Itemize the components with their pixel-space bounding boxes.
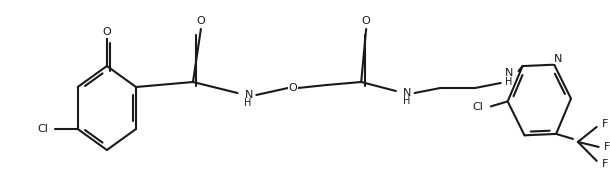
Text: O: O: [102, 27, 111, 37]
Text: H: H: [504, 77, 512, 87]
Text: F: F: [601, 159, 608, 169]
Text: O: O: [289, 83, 297, 93]
Text: F: F: [604, 142, 610, 152]
Text: N: N: [245, 90, 253, 100]
Text: F: F: [601, 119, 608, 129]
Text: O: O: [196, 16, 205, 26]
Text: H: H: [403, 96, 410, 106]
Text: O: O: [362, 16, 370, 26]
Text: Cl: Cl: [472, 102, 483, 112]
Text: H: H: [245, 98, 252, 108]
Text: N: N: [554, 54, 562, 64]
Text: N: N: [403, 88, 411, 98]
Text: Cl: Cl: [37, 124, 48, 134]
Text: N: N: [504, 68, 513, 78]
